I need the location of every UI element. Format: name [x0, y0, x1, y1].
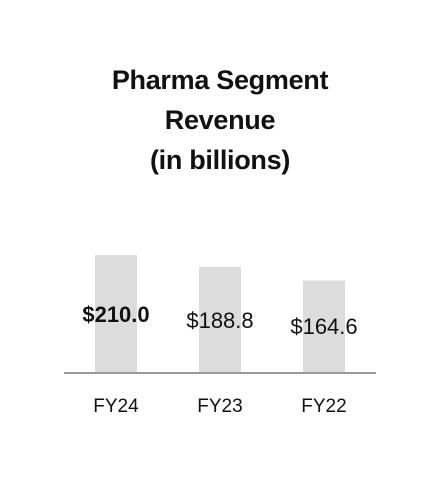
data-label-fy24: $210.0: [82, 302, 149, 327]
chart-title-line-3: (in billions): [149, 145, 291, 175]
tick-label-fy22: FY22: [301, 396, 346, 417]
chart-title-line-1: Pharma Segment: [111, 65, 329, 95]
bar-fy24: [95, 255, 137, 373]
tick-label-fy23: FY23: [197, 396, 242, 417]
chart-title: Pharma Segment Revenue (in billions): [0, 60, 440, 180]
data-label-fy22: $164.6: [290, 314, 357, 339]
bar-fy23: [199, 266, 241, 373]
data-label-fy23: $188.8: [186, 308, 253, 333]
chart-title-line-2: Revenue: [164, 105, 276, 135]
bar-fy22: [303, 280, 345, 373]
tick-label-fy24: FY24: [93, 396, 139, 417]
